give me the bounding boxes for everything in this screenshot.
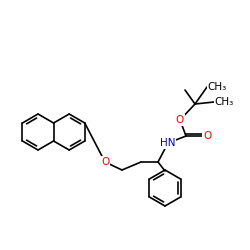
Text: O: O — [176, 115, 184, 125]
Text: O: O — [203, 131, 211, 141]
Text: HN: HN — [160, 138, 176, 148]
Text: CH₃: CH₃ — [208, 82, 227, 92]
Text: CH₃: CH₃ — [214, 97, 234, 107]
Text: O: O — [101, 157, 109, 167]
